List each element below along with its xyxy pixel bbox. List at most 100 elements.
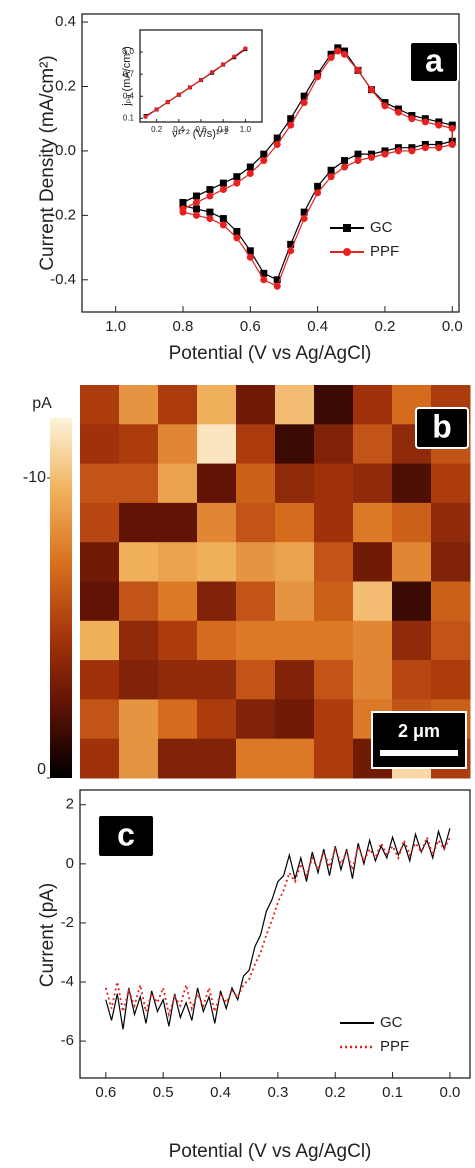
heatmap-cell (314, 699, 354, 740)
marker (287, 115, 295, 123)
y-tick-label: 0.2 (55, 77, 76, 94)
marker (341, 163, 349, 171)
heatmap-cell (197, 738, 237, 779)
y-axis-label: Current (pA) (37, 883, 58, 988)
heatmap-cell (158, 660, 198, 700)
heatmap-cell (158, 463, 198, 504)
marker (260, 150, 268, 158)
y-tick-label: 0.4 (55, 13, 76, 30)
heatmap-cell (236, 620, 276, 661)
marker (246, 247, 254, 255)
heatmap-cell (314, 424, 354, 465)
heatmap-cell (431, 660, 471, 700)
heatmap-cell (353, 660, 393, 700)
heatmap-cell (314, 738, 354, 779)
x-axis-label: Potential (V vs Ag/AgCl) (169, 343, 372, 364)
heatmap-cell (353, 542, 393, 582)
marker (176, 92, 181, 97)
marker (354, 66, 362, 74)
marker (179, 208, 187, 216)
y-axis-label: Current Density (mA/cm²) (37, 55, 58, 270)
marker (341, 50, 349, 58)
heatmap-cell (236, 502, 276, 543)
marker (327, 53, 335, 61)
x-tick-label: 0.4 (210, 1084, 231, 1101)
heatmap-cell (119, 581, 159, 622)
heatmap-cell (119, 463, 159, 504)
marker (287, 247, 295, 255)
marker (219, 215, 227, 223)
heatmap-cell (158, 502, 198, 543)
marker (192, 205, 200, 213)
heatmap-cell (119, 385, 159, 425)
heatmap-cell (236, 738, 276, 779)
marker (199, 78, 203, 83)
marker (408, 147, 416, 155)
y-tick-label: 1.0 (123, 47, 135, 56)
marker (219, 221, 227, 229)
heatmap-cell (197, 385, 237, 425)
scalebar-box (371, 711, 467, 769)
marker (327, 166, 335, 174)
marker (421, 144, 429, 152)
colorbar-tick-label: 0 (37, 761, 46, 778)
legend-label: PPF (370, 243, 399, 260)
marker (246, 169, 254, 177)
heatmap-cell (197, 542, 237, 582)
heatmap-cell (353, 385, 393, 425)
x-tick-label: 0.5 (153, 1084, 174, 1101)
heatmap-cell (275, 660, 315, 700)
heatmap-cell (158, 699, 198, 740)
marker (273, 140, 281, 148)
panel-label: c (117, 816, 135, 852)
marker (314, 189, 322, 197)
x-tick-label: 0.8 (173, 318, 194, 335)
heatmap-cell (236, 385, 276, 425)
heatmap-cell (275, 424, 315, 465)
heatmap-cell (392, 660, 432, 700)
heatmap-cell (80, 385, 120, 425)
heatmap-cell (158, 620, 198, 661)
heatmap-cell (158, 738, 198, 779)
heatmap-cell (275, 385, 315, 425)
x-tick-label: 0.4 (173, 125, 185, 134)
legend-label: GC (370, 219, 393, 236)
marker (394, 108, 402, 116)
marker (221, 62, 226, 67)
marker (367, 153, 375, 161)
marker (192, 192, 200, 200)
heatmap-cell (80, 502, 120, 543)
marker (165, 100, 170, 105)
marker (233, 234, 241, 242)
heatmap-cell (275, 581, 315, 622)
marker (300, 99, 308, 107)
heatmap-cell (119, 502, 159, 543)
colorbar-tick-label: -10 (23, 469, 46, 486)
y-tick-label: 0 (66, 855, 74, 872)
y-tick-label: -0.2 (50, 206, 76, 223)
x-tick-label: 0.4 (307, 318, 328, 335)
marker (246, 163, 254, 171)
marker (343, 224, 351, 232)
legend-label: PPF (380, 1038, 409, 1055)
heatmap-cell (275, 502, 315, 543)
marker (300, 208, 308, 216)
heatmap-cell (431, 463, 471, 504)
heatmap-cell (353, 502, 393, 543)
marker (273, 276, 281, 284)
heatmap-cell (314, 581, 354, 622)
marker (300, 92, 308, 100)
y-tick-label: 2 (66, 796, 74, 813)
x-tick-label: 0.6 (240, 318, 261, 335)
y-tick-label: -2 (61, 914, 74, 931)
plot-frame (81, 13, 460, 313)
x-tick-label: 0.2 (375, 318, 396, 335)
panel-label: a (425, 42, 443, 78)
marker (381, 150, 389, 158)
y-tick-label: 0.4 (123, 91, 135, 100)
legend-label: GC (380, 1014, 403, 1031)
heatmap-cell (431, 502, 471, 543)
heatmap-cell (314, 502, 354, 543)
marker (314, 73, 322, 81)
